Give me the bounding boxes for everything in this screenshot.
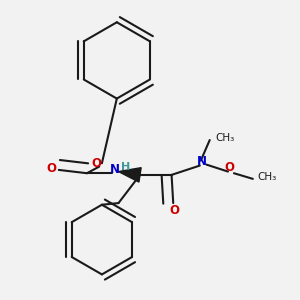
Text: N: N bbox=[110, 163, 119, 176]
Text: O: O bbox=[225, 161, 235, 174]
Text: O: O bbox=[91, 157, 101, 170]
Text: CH₃: CH₃ bbox=[258, 172, 277, 182]
Text: N: N bbox=[196, 155, 206, 168]
Text: O: O bbox=[46, 162, 56, 175]
Polygon shape bbox=[118, 168, 141, 182]
Text: CH₃: CH₃ bbox=[216, 133, 235, 143]
Text: H: H bbox=[121, 162, 130, 172]
Text: O: O bbox=[169, 204, 179, 217]
